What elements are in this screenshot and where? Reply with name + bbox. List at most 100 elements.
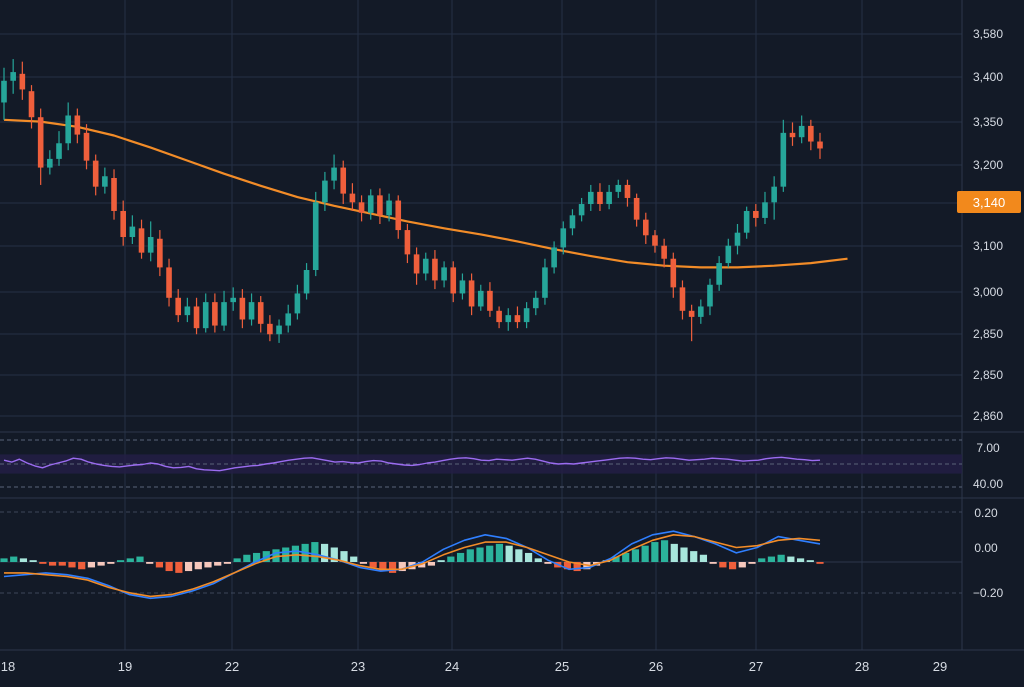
time-axis[interactable]: 18 19 22 23 24 25 26 27 28 29 bbox=[1, 659, 947, 674]
candle[interactable] bbox=[477, 284, 484, 311]
candle[interactable] bbox=[358, 195, 365, 222]
candle[interactable] bbox=[514, 306, 521, 329]
candle[interactable] bbox=[698, 299, 704, 324]
macd-pane[interactable] bbox=[0, 511, 962, 600]
candle[interactable] bbox=[642, 212, 649, 244]
candle[interactable] bbox=[212, 293, 218, 333]
candle[interactable] bbox=[349, 183, 356, 211]
rsi-line[interactable] bbox=[3, 456, 821, 472]
candle[interactable] bbox=[267, 315, 273, 342]
candles[interactable] bbox=[1, 59, 823, 343]
candle[interactable] bbox=[753, 204, 759, 227]
candle[interactable] bbox=[441, 261, 447, 288]
candle[interactable] bbox=[10, 59, 16, 94]
candle[interactable] bbox=[532, 290, 539, 316]
candle[interactable] bbox=[147, 221, 154, 262]
candle[interactable] bbox=[422, 252, 429, 281]
candle[interactable] bbox=[175, 289, 182, 323]
candle[interactable] bbox=[496, 306, 502, 329]
candle[interactable] bbox=[468, 273, 475, 316]
candle[interactable] bbox=[817, 132, 823, 159]
candle[interactable] bbox=[450, 261, 457, 303]
candle[interactable] bbox=[688, 304, 695, 342]
candle[interactable] bbox=[569, 209, 576, 236]
candle[interactable] bbox=[395, 195, 402, 239]
candle[interactable] bbox=[257, 296, 264, 333]
candle[interactable] bbox=[102, 167, 108, 194]
candle[interactable] bbox=[377, 188, 383, 224]
candle[interactable] bbox=[221, 290, 227, 331]
candle[interactable] bbox=[239, 289, 246, 329]
moving-average-line[interactable] bbox=[3, 118, 848, 269]
candle[interactable] bbox=[652, 230, 658, 253]
candle[interactable] bbox=[230, 287, 237, 311]
candle[interactable] bbox=[386, 193, 392, 222]
candle[interactable] bbox=[679, 280, 686, 320]
candle[interactable] bbox=[202, 293, 209, 333]
candle[interactable] bbox=[184, 297, 191, 323]
candle[interactable] bbox=[762, 191, 768, 224]
candle[interactable] bbox=[432, 250, 438, 290]
candle[interactable] bbox=[707, 278, 713, 316]
last-price-tag[interactable]: 3,140 bbox=[957, 191, 1021, 213]
candle[interactable] bbox=[633, 193, 640, 227]
candle[interactable] bbox=[771, 176, 777, 220]
candle[interactable] bbox=[92, 154, 99, 196]
candle[interactable] bbox=[789, 122, 796, 146]
candle[interactable] bbox=[331, 154, 337, 190]
candle[interactable] bbox=[413, 247, 420, 285]
candle[interactable] bbox=[404, 224, 411, 264]
candle[interactable] bbox=[743, 206, 750, 239]
candle[interactable] bbox=[120, 200, 126, 246]
candle[interactable] bbox=[193, 297, 200, 335]
candle[interactable] bbox=[670, 252, 677, 298]
candle[interactable] bbox=[624, 179, 631, 207]
candle[interactable] bbox=[367, 189, 374, 220]
candle[interactable] bbox=[725, 238, 732, 268]
candle[interactable] bbox=[47, 150, 53, 175]
macd-line[interactable] bbox=[3, 530, 821, 600]
candle[interactable] bbox=[542, 258, 548, 305]
candle[interactable] bbox=[19, 61, 26, 100]
candle[interactable] bbox=[560, 221, 567, 255]
candle[interactable] bbox=[587, 184, 594, 211]
candle[interactable] bbox=[111, 169, 117, 220]
candle[interactable] bbox=[37, 108, 44, 185]
candle[interactable] bbox=[340, 160, 347, 205]
candle[interactable] bbox=[597, 183, 603, 211]
candle[interactable] bbox=[808, 119, 814, 151]
candle[interactable] bbox=[780, 119, 787, 192]
candle[interactable] bbox=[798, 115, 805, 144]
candle[interactable] bbox=[734, 224, 741, 255]
candle[interactable] bbox=[248, 293, 255, 326]
candle[interactable] bbox=[276, 319, 282, 343]
candle[interactable] bbox=[83, 124, 90, 170]
signal-line[interactable] bbox=[4, 533, 821, 598]
candle[interactable] bbox=[523, 302, 530, 329]
candle[interactable] bbox=[606, 184, 612, 210]
candle[interactable] bbox=[312, 191, 319, 277]
candle[interactable] bbox=[578, 197, 585, 222]
candle[interactable] bbox=[157, 230, 163, 277]
price-axis[interactable]: 3,580 3,400 3,350 3,200 3,100 3,000 2,85… bbox=[973, 27, 1003, 423]
candle[interactable] bbox=[129, 215, 136, 244]
candle[interactable] bbox=[487, 282, 493, 317]
candle[interactable] bbox=[322, 171, 328, 211]
candle[interactable] bbox=[615, 179, 622, 198]
candle[interactable] bbox=[28, 85, 35, 129]
candle[interactable] bbox=[65, 102, 71, 151]
candle[interactable] bbox=[138, 219, 145, 259]
candle[interactable] bbox=[166, 258, 172, 307]
candle[interactable] bbox=[294, 284, 301, 320]
rsi-pane[interactable] bbox=[0, 439, 962, 488]
candle[interactable] bbox=[661, 238, 667, 268]
candle[interactable] bbox=[505, 308, 512, 331]
candle[interactable] bbox=[459, 273, 466, 300]
candle[interactable] bbox=[716, 256, 722, 291]
candle[interactable] bbox=[56, 131, 62, 166]
candle[interactable] bbox=[1, 67, 7, 120]
candle[interactable] bbox=[285, 304, 292, 333]
candle[interactable] bbox=[303, 263, 310, 300]
